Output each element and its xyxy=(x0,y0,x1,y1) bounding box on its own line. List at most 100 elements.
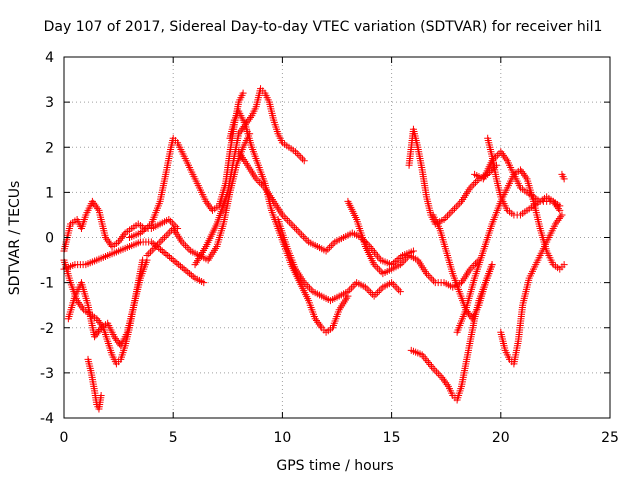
sample-marker xyxy=(444,212,452,220)
data-point xyxy=(296,229,304,237)
sample-marker xyxy=(181,242,189,250)
sample-marker xyxy=(439,375,447,383)
data-point xyxy=(322,247,330,255)
data-point xyxy=(361,283,369,291)
data-point xyxy=(551,220,559,228)
data-point xyxy=(300,157,308,165)
data-point xyxy=(409,247,417,255)
sample-marker xyxy=(316,322,324,330)
sample-marker xyxy=(393,284,401,292)
data-point xyxy=(252,175,260,183)
sample-marker xyxy=(171,258,179,266)
sample-marker xyxy=(298,231,306,239)
sample-marker xyxy=(116,236,124,244)
sample-marker xyxy=(105,239,113,247)
sample-marker xyxy=(324,245,332,253)
sample-marker xyxy=(554,216,562,224)
sample-marker xyxy=(162,250,170,258)
sample-marker xyxy=(299,233,307,241)
data-point xyxy=(292,148,300,156)
sample-marker xyxy=(454,201,462,209)
y-tick-label: -1 xyxy=(40,276,54,292)
sample-marker xyxy=(167,217,175,225)
data-point xyxy=(488,261,496,269)
sample-marker xyxy=(245,115,253,123)
sample-marker xyxy=(553,203,561,211)
sample-marker xyxy=(292,225,300,233)
sample-marker xyxy=(113,336,121,344)
sample-marker xyxy=(426,360,434,368)
data-point xyxy=(497,148,505,156)
sample-marker xyxy=(421,355,429,363)
sample-marker xyxy=(236,128,244,136)
data-point xyxy=(180,265,188,273)
sample-marker xyxy=(259,182,267,190)
data-point xyxy=(147,238,155,246)
data-point xyxy=(466,184,474,192)
sample-marker xyxy=(552,201,560,209)
sample-marker xyxy=(363,285,371,293)
data-point xyxy=(160,234,168,241)
series-trace-5 xyxy=(126,89,247,241)
sample-marker xyxy=(162,232,170,240)
x-axis-label: GPS time / hours xyxy=(276,458,393,474)
y-tick-label: -3 xyxy=(40,366,54,382)
sample-marker xyxy=(372,290,380,298)
sample-marker xyxy=(466,311,474,319)
data-point xyxy=(556,206,564,214)
y-tick-label: 2 xyxy=(45,140,54,156)
sample-marker xyxy=(374,289,382,297)
sample-marker xyxy=(397,253,405,261)
sample-marker xyxy=(346,286,354,294)
data-point xyxy=(344,288,352,296)
sample-marker xyxy=(282,215,290,223)
sample-marker xyxy=(145,250,153,258)
sample-marker xyxy=(312,317,320,325)
sample-marker xyxy=(400,257,408,265)
sample-marker xyxy=(301,234,309,242)
data-point xyxy=(388,279,396,287)
data-point xyxy=(91,333,99,341)
y-tick-label: 1 xyxy=(45,185,54,201)
sample-marker xyxy=(176,262,184,270)
sample-marker xyxy=(434,370,442,378)
sample-marker xyxy=(96,326,104,334)
sample-marker xyxy=(470,261,478,269)
sample-marker xyxy=(95,327,103,335)
data-point xyxy=(558,211,566,219)
data-point xyxy=(300,279,308,287)
series-trace-18 xyxy=(497,211,566,368)
sample-marker xyxy=(120,231,128,239)
data-point xyxy=(97,391,105,399)
data-point xyxy=(560,261,568,269)
sample-marker xyxy=(155,239,163,247)
sample-marker xyxy=(499,151,507,159)
sample-marker xyxy=(468,263,476,271)
sample-marker xyxy=(424,359,432,367)
data-point xyxy=(440,215,448,223)
sample-marker xyxy=(91,201,99,209)
sample-marker xyxy=(303,236,311,244)
data-point xyxy=(438,373,446,381)
sample-marker xyxy=(237,126,245,134)
sample-marker xyxy=(456,199,464,207)
sample-marker xyxy=(374,252,382,260)
data-point xyxy=(466,265,474,273)
y-tick-label: -2 xyxy=(40,321,54,337)
sample-marker xyxy=(92,203,100,211)
sample-marker xyxy=(492,153,500,161)
sample-marker xyxy=(433,368,441,376)
x-tick-label: 20 xyxy=(492,430,510,446)
data-point xyxy=(158,247,166,255)
sample-marker xyxy=(375,266,383,274)
data-point xyxy=(516,166,524,174)
sample-marker xyxy=(168,219,176,227)
sample-marker xyxy=(284,216,292,224)
sample-marker xyxy=(468,182,476,190)
series-trace-6 xyxy=(143,130,254,264)
sample-marker xyxy=(173,259,181,267)
data-point xyxy=(370,292,378,300)
data-point xyxy=(278,211,286,219)
data-point xyxy=(169,256,177,264)
